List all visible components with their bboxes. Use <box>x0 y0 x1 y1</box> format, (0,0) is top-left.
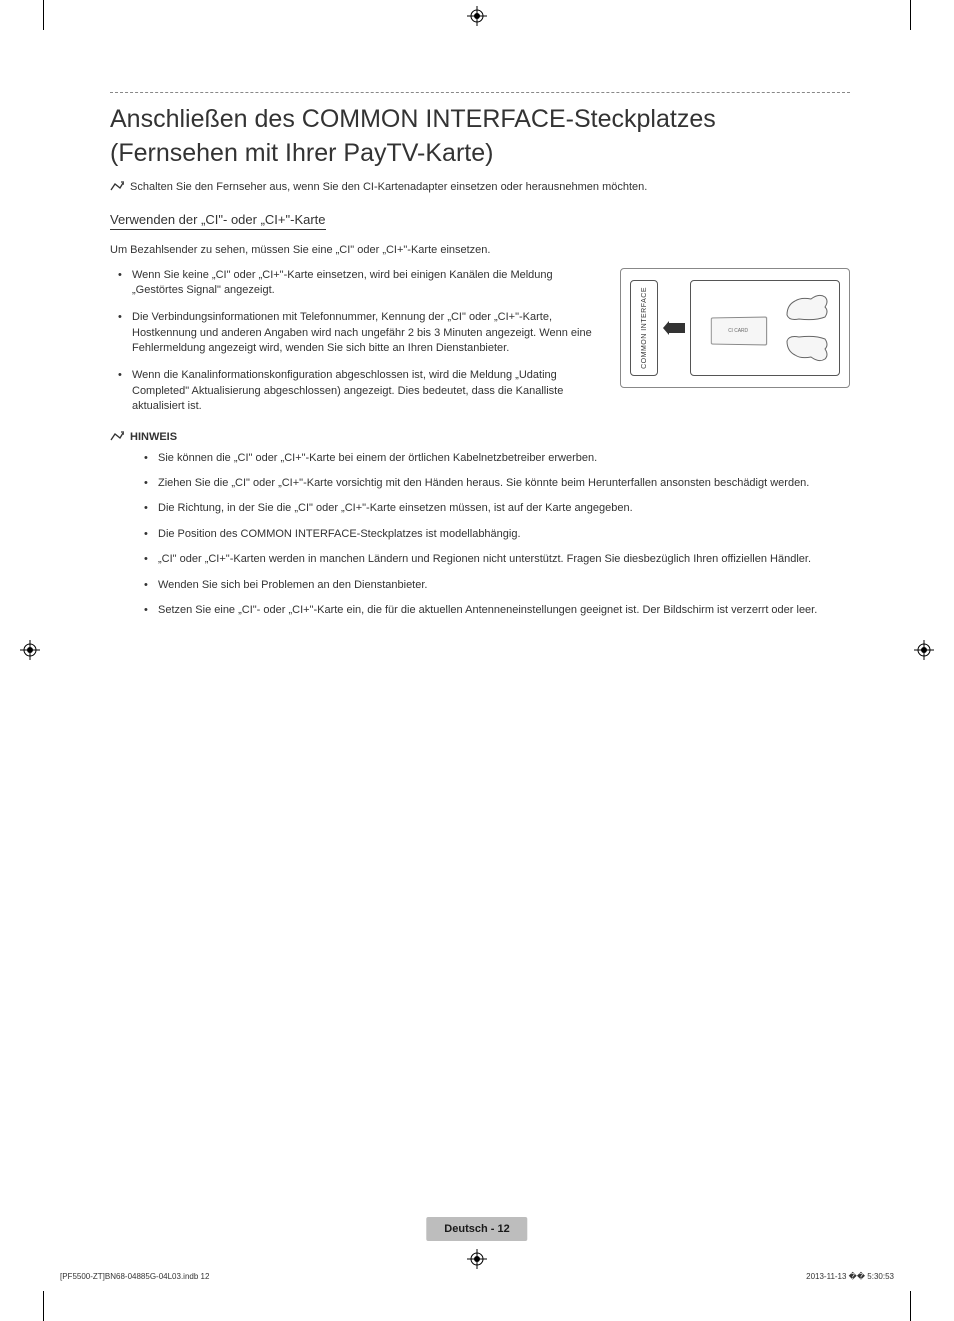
print-footer: [PF5500-ZT]BN68-04885G-04L03.indb 12 201… <box>60 1272 894 1281</box>
note-icon <box>110 431 124 443</box>
registration-mark-icon <box>467 1249 487 1269</box>
hinweis-heading: HINWEIS <box>110 431 850 443</box>
text-column: Wenn Sie keine „CI" oder „CI+"-Karte ein… <box>110 268 600 427</box>
footer-left: [PF5500-ZT]BN68-04885G-04L03.indb 12 <box>60 1272 209 1281</box>
ci-slot-diagram: COMMON INTERFACE CI CARD <box>620 268 850 388</box>
top-note-text: Schalten Sie den Fernseher aus, wenn Sie… <box>130 181 647 193</box>
registration-mark-icon <box>20 640 40 660</box>
title-line-1: Anschließen des COMMON INTERFACE-Steckpl… <box>110 105 716 133</box>
hinweis-item: Sie können die „CI" oder „CI+"-Karte bei… <box>158 451 850 466</box>
slot-label: COMMON INTERFACE <box>641 287 648 369</box>
bullet-item: Wenn Sie keine „CI" oder „CI+"-Karte ein… <box>132 268 600 299</box>
card-area: CI CARD <box>690 280 840 376</box>
hinweis-item: „CI" oder „CI+"-Karten werden in manchen… <box>158 552 850 567</box>
bullet-item: Wenn die Kanalinformationskonfiguration … <box>132 368 600 414</box>
hinweis-list: Sie können die „CI" oder „CI+"-Karte bei… <box>110 451 850 619</box>
footer-right: 2013-11-13 �� 5:30:53 <box>806 1272 894 1281</box>
ci-card: CI CARD <box>711 316 767 345</box>
page-content: Anschließen des COMMON INTERFACE-Steckpl… <box>110 92 850 628</box>
bullet-list: Wenn Sie keine „CI" oder „CI+"-Karte ein… <box>110 268 600 415</box>
hinweis-item: Ziehen Sie die „CI" oder „CI+"-Karte vor… <box>158 476 850 491</box>
slot-box: COMMON INTERFACE <box>630 280 658 376</box>
page-number-badge: Deutsch - 12 <box>426 1217 527 1241</box>
intro-text: Um Bezahlsender zu sehen, müssen Sie ein… <box>110 244 850 256</box>
hinweis-item: Die Richtung, in der Sie die „CI" oder „… <box>158 501 850 516</box>
insert-arrow-icon <box>662 321 686 335</box>
section-heading: Verwenden der „CI"- oder „CI+"-Karte <box>110 212 326 230</box>
dashed-rule <box>110 92 850 93</box>
hinweis-item: Wenden Sie sich bei Problemen an den Die… <box>158 578 850 593</box>
hand-icon <box>785 287 831 323</box>
page-title: Anschließen des COMMON INTERFACE-Steckpl… <box>110 103 850 171</box>
hinweis-item: Setzen Sie eine „CI"- oder „CI+"-Karte e… <box>158 603 850 618</box>
note-icon <box>110 181 124 193</box>
section-heading-wrap: Verwenden der „CI"- oder „CI+"-Karte <box>110 211 850 244</box>
crop-mark <box>910 1291 911 1321</box>
hinweis-label: HINWEIS <box>130 431 177 443</box>
top-note: Schalten Sie den Fernseher aus, wenn Sie… <box>110 181 850 193</box>
crop-mark <box>910 0 911 30</box>
crop-mark <box>43 1291 44 1321</box>
hand-icon <box>785 333 831 369</box>
crop-mark <box>43 0 44 30</box>
bullet-item: Die Verbindungsinformationen mit Telefon… <box>132 310 600 356</box>
title-line-2: (Fernsehen mit Ihrer PayTV-Karte) <box>110 139 493 167</box>
diagram-column: COMMON INTERFACE CI CARD <box>620 268 850 388</box>
registration-mark-icon <box>914 640 934 660</box>
ci-card-label: CI CARD <box>728 327 748 333</box>
hinweis-item: Die Position des COMMON INTERFACE-Steckp… <box>158 527 850 542</box>
two-column-layout: Wenn Sie keine „CI" oder „CI+"-Karte ein… <box>110 268 850 427</box>
registration-mark-icon <box>467 6 487 26</box>
